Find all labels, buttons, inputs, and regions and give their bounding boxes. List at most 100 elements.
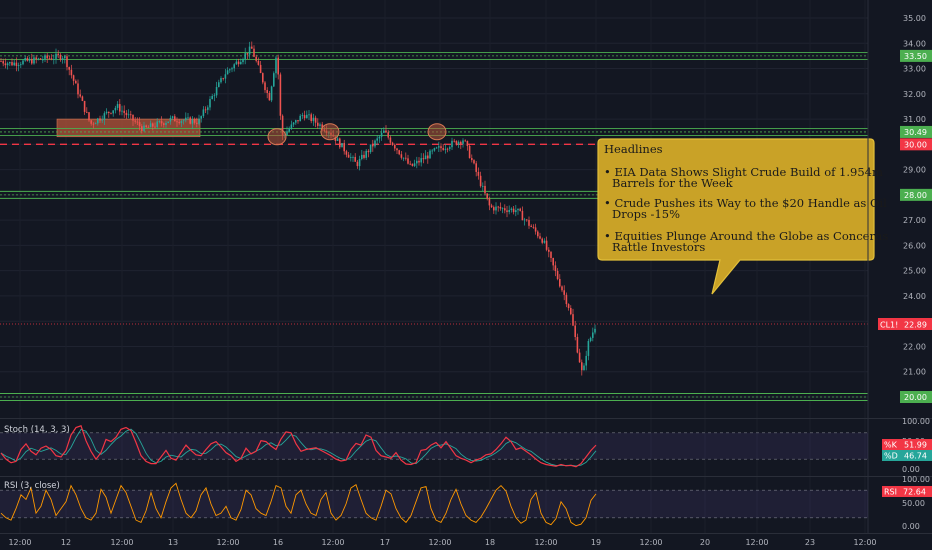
- price-tick-label: 31.00: [903, 115, 926, 124]
- candle-body: [541, 238, 543, 243]
- candle-body: [499, 206, 502, 209]
- candle-body: [152, 123, 154, 127]
- candle-body: [497, 206, 499, 208]
- price-tick-label: 25.00: [903, 267, 926, 276]
- time-tick-label: 12:00: [8, 538, 31, 547]
- candle-body: [347, 154, 350, 158]
- candle-body: [490, 205, 493, 208]
- candle-body: [508, 210, 510, 212]
- candle-body: [387, 132, 389, 138]
- stoch-pane[interactable]: Stoch (14, 3, 3) 100.00 50.00 0.00 %K 51…: [0, 417, 932, 474]
- candle-body: [204, 109, 207, 111]
- time-tick-label: 12:00: [428, 538, 451, 547]
- candle-body: [477, 171, 480, 176]
- candlestick-series: [0, 41, 596, 376]
- rsi-tick-100: 100.00: [902, 475, 930, 484]
- time-tick-label: 12:00: [216, 538, 239, 547]
- callout-line-2: Barrels for the Week: [612, 176, 734, 190]
- candle-body: [424, 155, 427, 160]
- candle-body: [83, 100, 86, 112]
- candle-body: [416, 160, 418, 164]
- price-tick-label: 22.00: [903, 342, 926, 351]
- candle-body: [367, 150, 370, 153]
- last-price-value: 22.89: [904, 321, 927, 330]
- candle-body: [587, 341, 590, 356]
- candle-body: [35, 57, 37, 60]
- rsi-pane[interactable]: RSI (3, close) 100.00 50.00 0.00 RSI 72.…: [0, 475, 932, 531]
- candle-body: [409, 163, 411, 165]
- candle-body: [442, 148, 444, 150]
- time-tick-label: 12:00: [639, 538, 662, 547]
- candle-body: [521, 210, 524, 221]
- candle-body: [264, 82, 266, 91]
- candle-body: [292, 122, 295, 125]
- rsi-label: RSI: [884, 488, 897, 497]
- candle-body: [449, 147, 451, 149]
- candle-body: [345, 151, 348, 155]
- candle-body: [468, 145, 471, 159]
- time-tick-label: 12: [61, 538, 71, 547]
- stoch-tick-100: 100.00: [902, 417, 930, 426]
- price-tick-label: 24.00: [903, 292, 926, 301]
- candle-body: [369, 144, 372, 153]
- candle-body: [202, 109, 205, 117]
- candle-body: [266, 90, 268, 93]
- candle-body: [530, 225, 532, 227]
- candle-body: [145, 125, 147, 127]
- candle-body: [339, 138, 341, 148]
- candle-body: [486, 193, 488, 199]
- candle-body: [581, 362, 583, 371]
- candle-body: [64, 56, 66, 59]
- candle-body: [526, 219, 528, 221]
- rsi-tick-50: 50.00: [902, 499, 925, 508]
- candle-body: [132, 114, 134, 121]
- support-zone: [56, 118, 201, 138]
- candle-body: [563, 290, 565, 295]
- level-tag-label: 20.00: [904, 393, 927, 402]
- candle-body: [121, 110, 123, 112]
- candle-body: [257, 60, 260, 65]
- candle-body: [39, 58, 42, 60]
- candle-body: [336, 138, 339, 141]
- candle-body: [543, 240, 546, 243]
- candle-body: [193, 119, 196, 123]
- candle-body: [0, 61, 2, 62]
- candle-body: [288, 128, 290, 132]
- candle-body: [101, 119, 103, 121]
- candle-body: [317, 122, 319, 126]
- candle-body: [108, 111, 110, 113]
- candle-body: [9, 62, 11, 64]
- candle-body: [169, 117, 172, 122]
- candle-body: [440, 146, 442, 149]
- candle-body: [88, 112, 90, 121]
- candle-body: [574, 325, 576, 338]
- candle-body: [26, 58, 29, 61]
- candle-body: [512, 208, 515, 213]
- candle-body: [90, 120, 92, 124]
- time-tick-label: 12:00: [110, 538, 133, 547]
- candle-body: [299, 115, 301, 122]
- price-tick-label: 29.00: [903, 166, 926, 175]
- callout-box: [597, 138, 875, 295]
- candle-body: [105, 111, 108, 114]
- candle-body: [94, 123, 97, 125]
- candle-body: [207, 107, 209, 110]
- candle-body: [413, 163, 416, 166]
- candle-body: [130, 114, 132, 116]
- candle-body: [103, 113, 106, 120]
- callout-line-6: Rattle Investors: [612, 240, 705, 254]
- time-tick-label: 18: [485, 538, 495, 547]
- candle-body: [411, 163, 414, 166]
- candle-body: [594, 328, 596, 333]
- candle-body: [475, 163, 477, 172]
- candle-body: [398, 150, 400, 155]
- candle-body: [402, 157, 405, 159]
- candle-body: [196, 122, 198, 124]
- candle-body: [275, 57, 277, 74]
- candle-body: [270, 86, 273, 101]
- candle-body: [44, 55, 46, 60]
- candle-body: [484, 185, 486, 194]
- headlines-callout[interactable]: Headlines • EIA Data Shows Slight Crude …: [597, 138, 888, 295]
- stoch-k-label-tag: [882, 439, 898, 450]
